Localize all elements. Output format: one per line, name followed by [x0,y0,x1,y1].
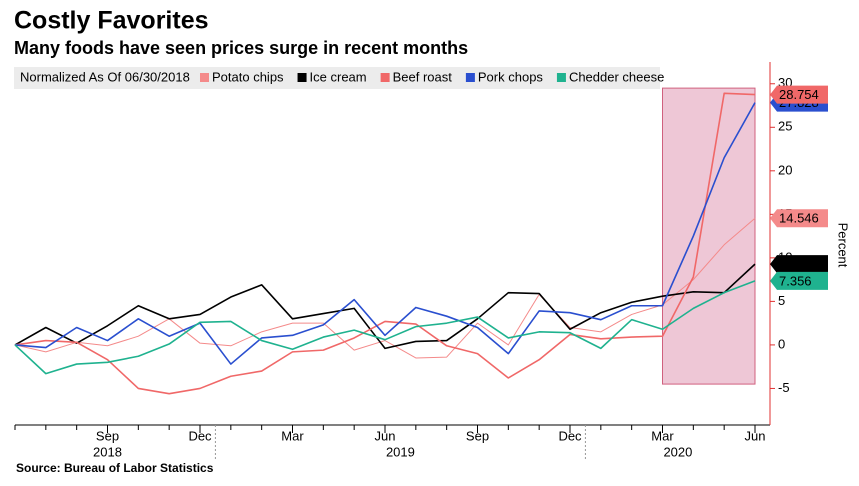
x-tick-label: Jun [745,428,766,443]
end-label-text: 28.754 [779,87,819,102]
year-label: 2020 [663,444,692,459]
highlight-region [662,87,756,385]
end-label-text: 7.356 [779,273,812,288]
year-label: 2018 [93,444,122,459]
legend-label: Potato chips [212,69,284,84]
y-axis-label: Percent [836,223,851,268]
legend-title: Normalized As Of 06/30/2018 [20,69,190,84]
year-label: 2019 [386,444,415,459]
y-tick-label: 20 [778,162,792,177]
y-tick-label: 25 [778,119,792,134]
legend-label: Ice cream [310,69,367,84]
end-label-text: 9.278 [779,257,812,272]
legend-swatch [380,73,390,82]
y-tick-label: 5 [778,293,785,308]
x-tick-label: Dec [188,428,212,443]
chart-title: Costly Favorites [14,7,209,35]
end-label-box [770,85,828,104]
series-line [14,263,756,350]
legend-swatch [465,73,475,82]
end-label: 7.356 [770,271,828,290]
end-label-box [770,255,828,274]
end-label-box [770,271,828,290]
legend-label: Beef roast [393,69,453,84]
legend-label: Pork chops [478,69,544,84]
x-tick-label: Mar [651,428,674,443]
source: Source: Bureau of Labor Statistics [16,461,214,475]
legend-label: Chedder cheese [569,69,664,84]
series-line [14,92,756,395]
chart-subtitle: Many foods have seen prices surge in rec… [14,38,468,58]
x-tick-label: Mar [281,428,304,443]
end-label-text: 14.546 [779,211,819,226]
legend-swatch [297,73,307,82]
end-label: 9.278 [770,255,828,274]
legend-background [14,67,660,89]
legend-swatch [556,73,566,82]
x-tick-label: Sep [466,428,489,443]
legend-swatch [200,73,209,82]
series-line [14,102,756,365]
end-label: 28.754 [770,85,828,104]
x-tick-label: Jun [375,428,396,443]
y-tick-label: -5 [778,380,790,395]
end-label-box [770,209,828,228]
series-line [14,280,756,375]
end-label: 14.546 [770,209,828,228]
series-line [14,217,756,359]
x-tick-label: Sep [96,428,119,443]
y-tick-label: 0 [778,336,785,351]
x-tick-label: Dec [558,428,582,443]
